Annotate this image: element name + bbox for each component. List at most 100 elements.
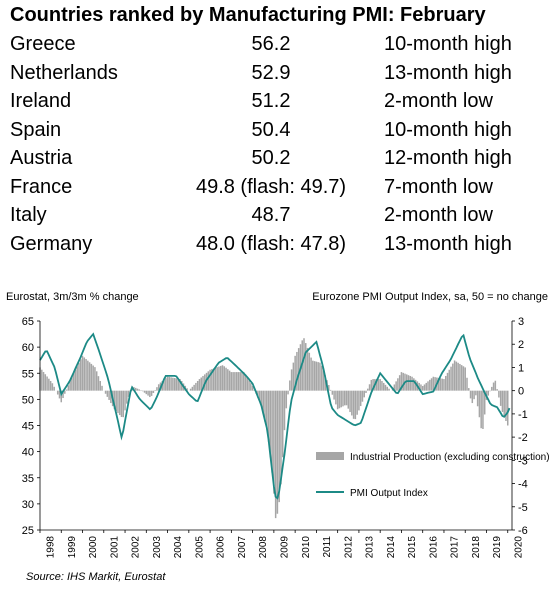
ip-bar (305, 343, 307, 391)
ip-bar (266, 390, 268, 430)
x-tick-label: 2016 (428, 536, 439, 559)
ip-bar (186, 388, 188, 391)
ip-bar (94, 367, 96, 391)
pmi-note: 13-month high (384, 61, 512, 84)
ip-bar (363, 390, 365, 398)
country-name: Italy (10, 204, 47, 226)
ip-bar (198, 379, 201, 391)
ip-bar (469, 390, 472, 399)
ip-bar (345, 390, 348, 406)
ip-bar (44, 374, 47, 391)
ip-bar (381, 380, 383, 391)
ip-bar (60, 390, 63, 403)
ip-bar (324, 375, 327, 391)
ip-bar (267, 390, 270, 442)
ip-bar (413, 378, 415, 391)
ip-bar (138, 389, 140, 391)
ip-bar (49, 380, 52, 391)
ip-bar (149, 390, 151, 398)
ip-bar (455, 361, 458, 391)
ip-bar (359, 390, 362, 407)
country-name: Austria (10, 147, 73, 169)
ip-bar (487, 390, 490, 396)
ip-bar (274, 390, 277, 519)
x-tick-label: 2003 (152, 536, 163, 559)
ip-bar (411, 376, 413, 391)
ip-bar (489, 390, 491, 392)
ip-bar (347, 390, 350, 409)
left-tick-label: 35 (22, 473, 34, 485)
ip-bar (329, 389, 332, 391)
ip-bar (234, 372, 236, 391)
ip-bar (115, 390, 117, 412)
left-tick-label: 65 (22, 316, 34, 328)
ip-bar (478, 390, 481, 418)
ip-bar (53, 386, 55, 391)
ip-bar (491, 386, 493, 391)
ip-bar (58, 390, 61, 399)
ip-bar (459, 363, 461, 391)
ip-bar (498, 390, 500, 398)
pmi-value: 48.7 (251, 204, 291, 226)
ip-bar (441, 378, 443, 391)
ip-bar (228, 370, 231, 391)
ip-bar (423, 384, 426, 391)
ip-bar (421, 386, 424, 391)
ip-bar (506, 390, 509, 426)
ip-bar (494, 380, 497, 391)
legend-pmi-label: PMI Output Index (350, 488, 428, 499)
ip-bar (292, 362, 295, 391)
ip-bar (499, 390, 502, 406)
ip-bar (281, 390, 284, 458)
right-tick-label: 2 (518, 339, 524, 351)
ip-bar (379, 379, 381, 391)
ip-bar (492, 382, 495, 391)
x-tick-label: 2012 (343, 536, 354, 559)
ip-bar (400, 372, 403, 391)
ip-bar (271, 390, 273, 473)
legend-ip-swatch (316, 452, 344, 460)
ip-bar (241, 372, 243, 391)
ip-bar (342, 390, 344, 407)
ip-bar (145, 390, 148, 395)
ip-bar (343, 390, 346, 406)
ip-bar (48, 378, 50, 391)
right-tick-label: -1 (518, 409, 528, 421)
ip-bar (386, 386, 389, 391)
ip-bar (377, 379, 380, 391)
ip-bar (172, 377, 174, 391)
x-tick-label: 2009 (280, 536, 291, 559)
ip-bar (336, 390, 339, 410)
table-row: France 49.8 (flash: 49.7) 7-month low (10, 176, 550, 204)
legend-ip-label: Industrial Production (excluding constru… (350, 452, 550, 463)
pmi-value: 56.2 (251, 33, 291, 55)
ip-bar (232, 372, 234, 391)
ip-bar (104, 390, 107, 394)
ip-bar (218, 366, 220, 391)
ip-bar (74, 369, 77, 391)
ip-bar (430, 378, 433, 391)
country-name: Ireland (10, 90, 72, 112)
x-tick-label: 2007 (237, 536, 248, 559)
ip-bar (219, 365, 222, 391)
left-tick-label: 40 (22, 447, 34, 459)
pmi-note: 2-month low (384, 204, 493, 226)
ip-bar (328, 385, 330, 391)
right-tick-label: 3 (518, 316, 524, 328)
ip-bar (212, 368, 215, 391)
ip-bar (166, 376, 169, 391)
x-tick-label: 2006 (216, 536, 227, 559)
table-row: Germany 48.0 (flash: 47.8) 13-month high (10, 233, 550, 261)
x-tick-label: 2011 (322, 536, 333, 558)
ip-bar (118, 390, 121, 416)
table-row: Italy 48.7 2-month low (10, 204, 550, 232)
x-tick-label: 2002 (131, 536, 142, 559)
pmi-note: 7-month low (384, 175, 493, 198)
ip-bar (235, 372, 238, 391)
ip-bar (393, 384, 396, 391)
ip-bar (207, 371, 210, 391)
ip-bar (480, 390, 482, 429)
ip-bar (340, 390, 342, 408)
ip-bar (482, 390, 484, 429)
ip-bar (117, 390, 119, 414)
